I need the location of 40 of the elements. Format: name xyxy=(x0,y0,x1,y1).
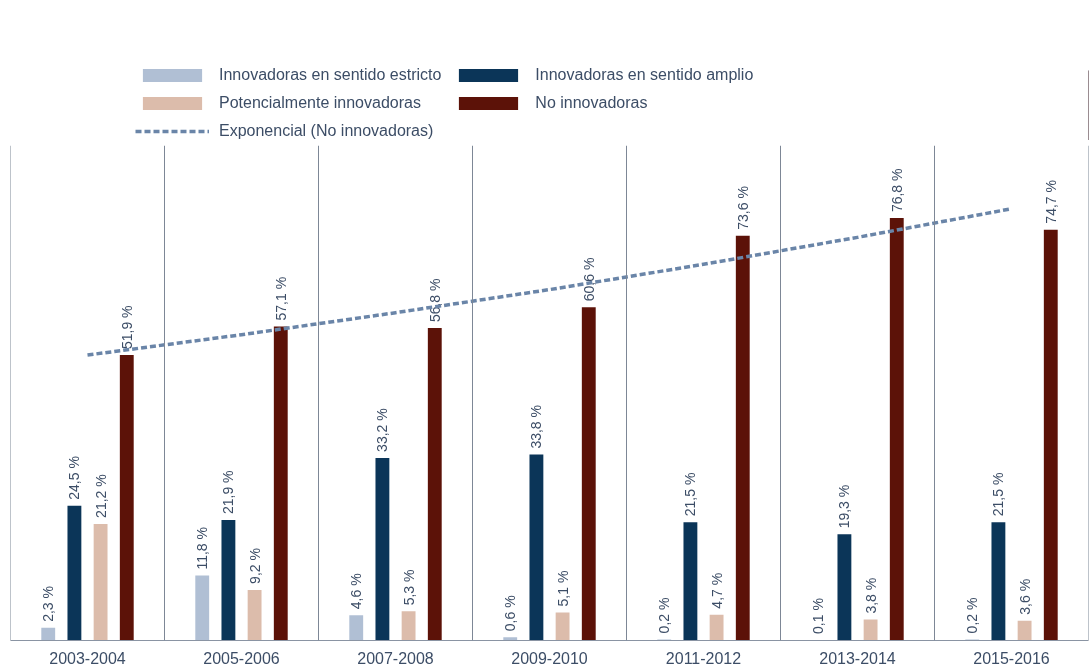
data-label: 0,2 % xyxy=(656,597,673,634)
data-label: 21,9 % xyxy=(220,470,237,515)
data-label: 0,1 % xyxy=(810,598,827,634)
data-label: 3,8 % xyxy=(862,577,879,614)
x-tick-label: 2009-2010 xyxy=(511,649,588,666)
data-label: 74,7 % xyxy=(1042,180,1059,224)
data-label: 76,8 % xyxy=(888,168,905,213)
data-label: 21,5 % xyxy=(682,472,699,517)
legend-label: Potencialmente innovadoras xyxy=(219,94,421,112)
legend-label: Innovadoras en sentido amplio xyxy=(535,66,754,84)
data-label: 9,2 % xyxy=(246,548,263,584)
data-label: 60,6 % xyxy=(580,257,597,302)
legend-label: Innovadoras en sentido estricto xyxy=(219,66,442,84)
x-tick-label: 2013-2014 xyxy=(819,649,896,666)
x-tick-label: 2015-2016 xyxy=(973,649,1050,666)
x-tick-label: 2007-2008 xyxy=(357,649,434,666)
legend-label: Exponencial (No innovadoras) xyxy=(219,122,434,140)
data-label: 73,6 % xyxy=(734,186,751,230)
data-label: 19,3 % xyxy=(836,484,853,529)
data-label: 0,2 % xyxy=(964,597,981,634)
data-label: 33,2 % xyxy=(374,408,391,452)
x-tick-label: 2011-2012 xyxy=(665,649,742,666)
data-label: 5,3 % xyxy=(400,569,417,606)
data-label: 24,5 % xyxy=(66,456,83,500)
data-label: 21,5 % xyxy=(990,472,1007,517)
data-label: 51,9 % xyxy=(118,305,135,350)
x-tick-label: 2005-2006 xyxy=(203,649,280,666)
x-tick-label: 2003-2004 xyxy=(49,649,126,666)
data-label: 11,8 % xyxy=(194,527,211,570)
data-label: 3,6 % xyxy=(1016,578,1033,615)
data-label: 33,8 % xyxy=(528,405,545,449)
data-label: 4,6 % xyxy=(348,573,365,610)
data-label: 21,2 % xyxy=(92,474,109,518)
data-label: 4,7 % xyxy=(708,572,725,609)
data-label: 5,1 % xyxy=(554,570,571,607)
data-label: 57,1 % xyxy=(272,276,289,321)
data-label: 0,6 % xyxy=(502,595,519,632)
data-label: 2,3 % xyxy=(40,586,57,622)
data-label: 56,8 % xyxy=(426,278,443,323)
legend-label: No innovadoras xyxy=(535,94,648,112)
